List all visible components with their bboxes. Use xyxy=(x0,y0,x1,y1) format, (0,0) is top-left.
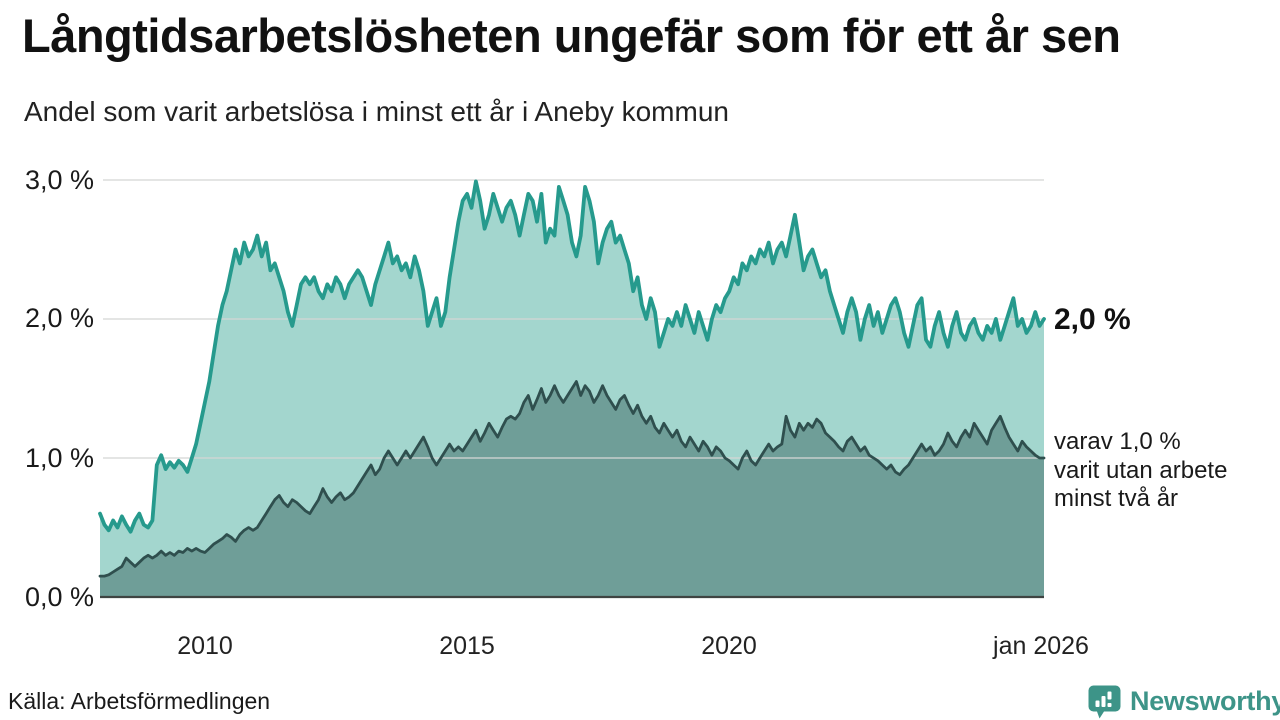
y-axis-tick-3: 3,0 % xyxy=(24,165,94,195)
line-varav utan arbete minst två år xyxy=(98,380,1046,578)
newsworthy-logo-icon xyxy=(1086,683,1123,720)
page-title: Långtidsarbetslösheten ungefär som för e… xyxy=(22,9,1121,62)
latest-value-label: 2,0 % xyxy=(1054,303,1131,336)
x-axis-tick-2010: 2010 xyxy=(177,632,233,660)
x-axis-tick-2015: 2015 xyxy=(439,632,495,660)
newsworthy-wordmark: Newsworthy xyxy=(1130,686,1280,716)
breakdown-annotation: varav 1,0 % varit utan arbete minst två … xyxy=(1054,428,1228,512)
newsworthy-logo: Newsworthy xyxy=(1086,683,1280,720)
line-Andel arbetslösa minst ett år xyxy=(98,179,1046,534)
y-axis-tick-2: 2,0 % xyxy=(24,303,94,333)
x-axis-tick-jan-2026: jan 2026 xyxy=(993,632,1089,660)
source-credit: Källa: Arbetsförmedlingen xyxy=(8,688,271,714)
y-axis-tick-0: 0,0 % xyxy=(24,582,94,612)
x-axis-tick-2020: 2020 xyxy=(701,632,757,660)
area-varav utan arbete minst två år xyxy=(100,381,1044,597)
y-axis-tick-1: 1,0 % xyxy=(24,443,94,473)
chart-subtitle: Andel som varit arbetslösa i minst ett å… xyxy=(24,96,729,127)
